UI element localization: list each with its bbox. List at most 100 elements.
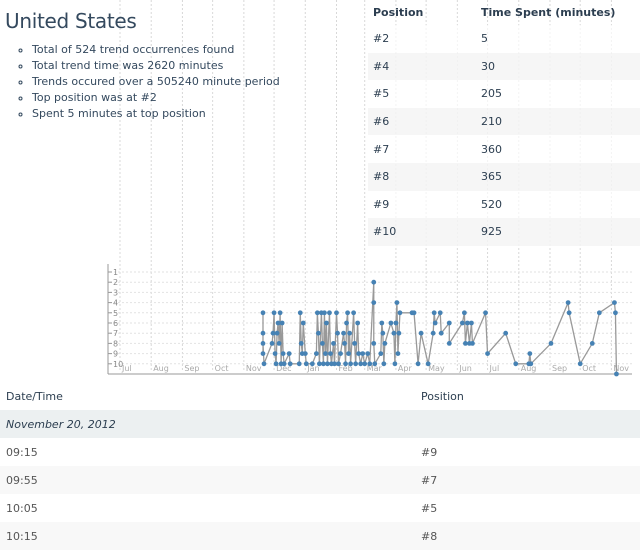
table-row: #10 925 xyxy=(368,218,640,246)
history-table: Date/Time Position November 20, 2012 09:… xyxy=(0,383,640,550)
data-point xyxy=(260,351,266,356)
time-spent-cell: 205 xyxy=(476,80,640,108)
data-point xyxy=(309,361,315,367)
data-point xyxy=(324,320,329,326)
x-tick-label: Oct xyxy=(215,364,229,373)
data-point xyxy=(372,361,378,367)
x-tick-label: Sep xyxy=(552,364,567,373)
time-cell: 09:55 xyxy=(0,466,415,494)
time-cell: 10:05 xyxy=(6,501,38,515)
column-header-datetime[interactable]: Date/Time xyxy=(6,390,63,403)
data-point xyxy=(275,320,281,326)
data-point xyxy=(336,361,341,367)
data-point xyxy=(280,351,286,356)
x-tick-label: Feb xyxy=(339,364,353,373)
data-point xyxy=(589,341,595,346)
time-cell: 10:15 xyxy=(0,522,415,550)
data-point xyxy=(367,361,373,367)
stat-top-position: Top position was at #2 xyxy=(32,90,280,106)
stat-total-time: Total trend time was 2620 minutes xyxy=(32,58,280,74)
position-time-table: Position Time Spent (minutes) #2 5 #4 30 #5 2… xyxy=(368,0,640,246)
data-point xyxy=(371,279,377,285)
data-point xyxy=(271,310,277,316)
y-tick-label: 10 xyxy=(113,360,123,369)
data-point xyxy=(286,351,292,356)
table-row: #5 205 xyxy=(368,80,640,108)
x-tick-label: Jan xyxy=(306,364,319,373)
table-row: 10:05 #5 xyxy=(0,494,640,522)
data-point xyxy=(331,341,336,346)
data-point xyxy=(425,361,431,367)
data-point xyxy=(365,351,371,356)
data-point xyxy=(325,361,330,367)
y-tick-label: 6 xyxy=(113,319,118,328)
data-point xyxy=(348,361,354,367)
data-point xyxy=(358,361,364,367)
y-tick-label: 7 xyxy=(113,329,118,338)
data-point xyxy=(381,361,387,367)
data-point xyxy=(272,351,278,356)
data-point xyxy=(371,341,377,346)
data-point xyxy=(415,361,421,367)
date-group-label: November 20, 2012 xyxy=(0,410,640,438)
data-point xyxy=(345,310,350,316)
time-spent-cell: 5 xyxy=(476,25,640,53)
position-cell: #6 xyxy=(368,107,476,136)
table-row: 10:15 #8 xyxy=(0,522,640,550)
y-tick-label: 4 xyxy=(113,299,118,308)
time-spent-cell: 360 xyxy=(476,135,640,163)
x-tick-label: Mar xyxy=(367,364,383,373)
x-tick-label: May xyxy=(428,364,445,373)
table-row: 09:55 #7 xyxy=(0,466,640,494)
table-row: #9 520 xyxy=(368,190,640,219)
position-cell: #10 xyxy=(368,218,476,246)
stat-top-time: Spent 5 minutes at top position xyxy=(32,106,280,122)
data-point xyxy=(467,341,472,346)
position-cell: #8 xyxy=(368,162,476,191)
data-point xyxy=(411,310,417,316)
data-point xyxy=(527,351,533,356)
data-point xyxy=(503,330,509,336)
data-point xyxy=(393,320,399,326)
data-point xyxy=(327,310,332,316)
data-point xyxy=(360,351,366,356)
stat-period: Trends occured over a 505240 minute peri… xyxy=(32,74,280,90)
data-point xyxy=(269,341,275,346)
data-point xyxy=(338,351,343,356)
data-point xyxy=(260,310,266,316)
data-point xyxy=(320,341,325,346)
data-point xyxy=(395,351,401,356)
data-point xyxy=(329,361,334,367)
data-point xyxy=(396,330,402,336)
column-header-position[interactable]: Position xyxy=(421,390,464,403)
data-point xyxy=(470,341,475,346)
position-cell: #8 xyxy=(415,522,640,550)
data-point xyxy=(614,371,619,377)
data-point xyxy=(446,320,452,326)
data-point xyxy=(613,310,618,316)
data-point xyxy=(261,361,267,367)
data-point xyxy=(346,351,351,356)
time-spent-cell: 365 xyxy=(476,162,640,191)
data-point xyxy=(274,330,280,336)
column-header-position[interactable]: Position xyxy=(373,6,424,19)
position-cell: #5 xyxy=(421,501,438,515)
data-point xyxy=(356,351,362,356)
data-point xyxy=(388,320,394,326)
x-tick-label: Nov xyxy=(613,364,629,373)
data-point xyxy=(319,310,324,316)
data-point xyxy=(463,341,468,346)
time-spent-cell: 925 xyxy=(476,218,640,246)
data-point xyxy=(316,361,322,367)
table-row: #8 365 xyxy=(368,162,640,191)
data-point xyxy=(485,351,490,356)
data-point xyxy=(260,330,266,336)
y-tick-label: 2 xyxy=(113,278,118,287)
x-tick-label: Jun xyxy=(458,364,472,373)
data-point xyxy=(378,351,384,356)
data-point xyxy=(313,351,319,356)
x-tick-label: Aug xyxy=(153,364,169,373)
y-tick-label: 1 xyxy=(113,268,118,277)
y-tick-label: 3 xyxy=(113,288,118,297)
column-header-time-spent[interactable]: Time Spent (minutes) xyxy=(481,6,616,19)
